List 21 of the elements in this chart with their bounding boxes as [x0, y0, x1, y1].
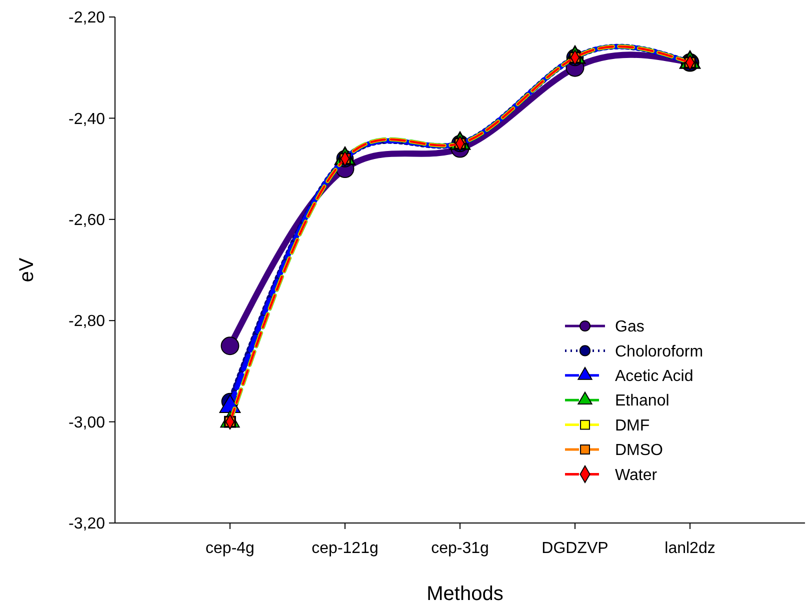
- legend-label: Acetic Acid: [615, 368, 694, 385]
- y-tick-label: -2,80: [68, 313, 106, 330]
- x-tick-label: DGDZVP: [542, 540, 608, 557]
- legend-label: Choloroform: [615, 343, 704, 360]
- y-tick-label: -2,60: [68, 212, 106, 229]
- legend-label: Ethanol: [615, 392, 670, 410]
- y-tick-label: -3,20: [68, 516, 106, 533]
- x-tick-label: cep-121g: [312, 540, 378, 557]
- legend-label: Gas: [615, 318, 644, 336]
- y-tick-label: -2,20: [68, 10, 106, 27]
- y-tick-label: -3,00: [68, 414, 106, 432]
- x-tick-label: lanl2dz: [664, 540, 716, 557]
- x-tick-label: cep-31g: [431, 540, 489, 557]
- legend-label: DMF: [615, 417, 650, 434]
- y-tick-label: -2,40: [68, 110, 106, 128]
- y-axis-title: eV: [16, 257, 38, 282]
- legend-label: Water: [615, 466, 658, 484]
- legend-label: DMSO: [615, 442, 663, 460]
- point: [220, 336, 240, 356]
- x-tick-label: cep-4g: [206, 540, 254, 557]
- x-axis-title: Methods: [426, 583, 504, 605]
